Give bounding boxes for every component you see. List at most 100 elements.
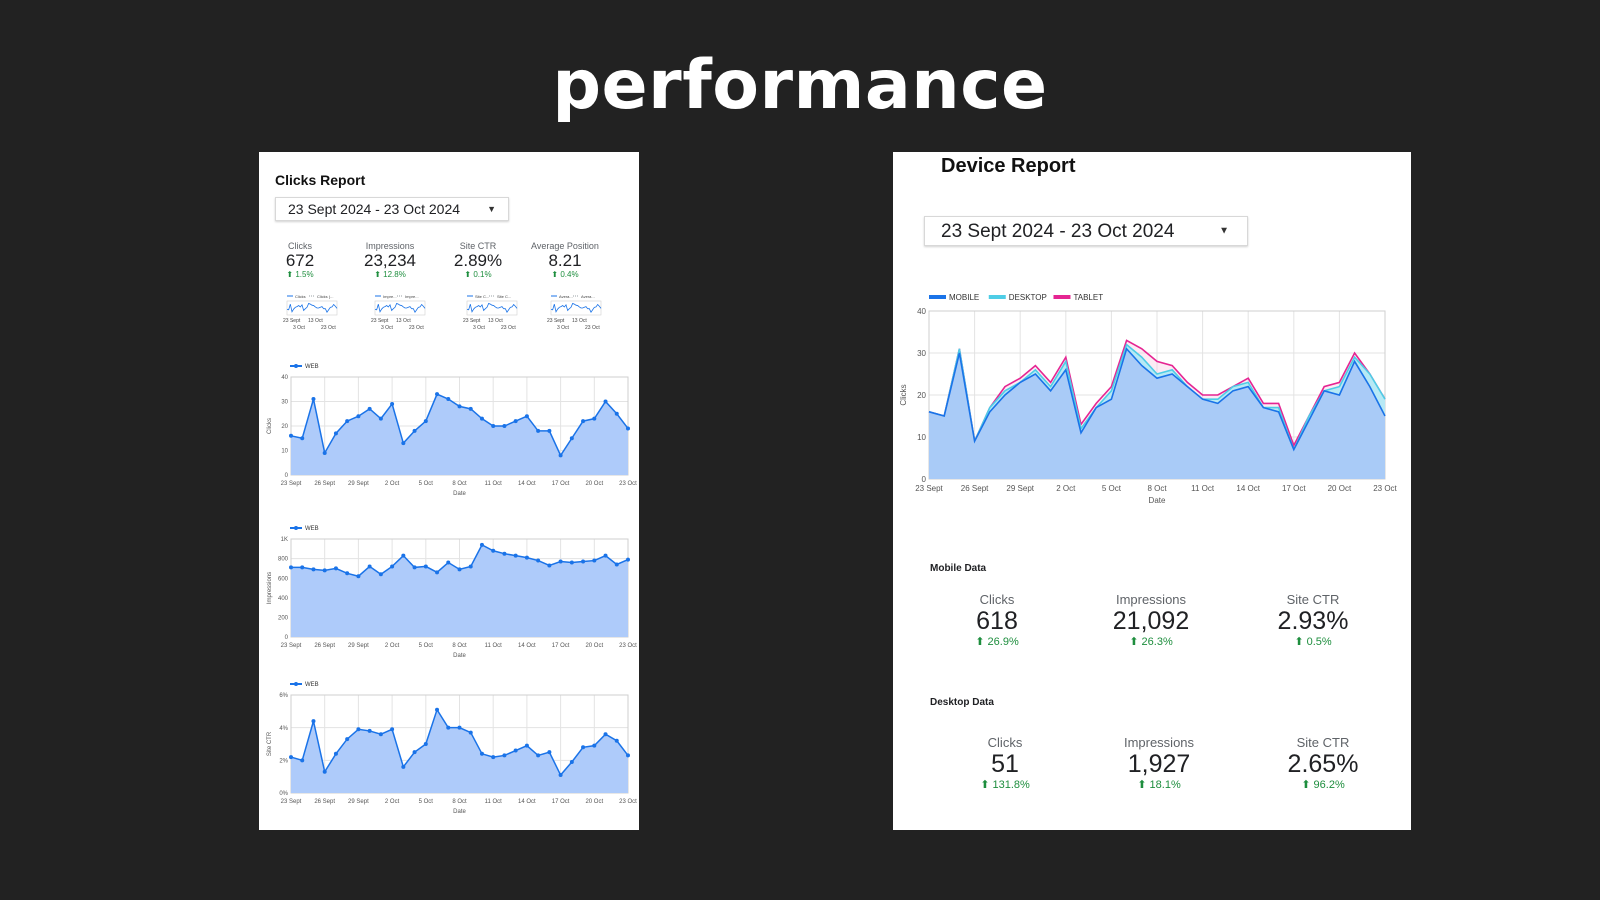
x-tick-label: 20 Oct (585, 481, 603, 487)
data-point (569, 759, 574, 764)
data-point (423, 564, 428, 569)
data-point (345, 419, 350, 424)
series-area-mobile (929, 348, 1385, 479)
scorecard-value: 2.89% (453, 251, 503, 270)
data-point (457, 404, 462, 409)
metric-value: 2.65% (1287, 750, 1359, 778)
device-date-range-select[interactable]: 23 Sept 2024 - 23 Oct 2024 ▼ (924, 216, 1248, 246)
data-point (491, 548, 496, 553)
data-point (457, 567, 462, 572)
date-range-select[interactable]: 23 Sept 2024 - 23 Oct 2024 ▼ (275, 197, 509, 221)
data-point (289, 755, 293, 760)
metric-value: 1,927 (1127, 750, 1191, 778)
x-tick-label: 5 Oct (419, 799, 434, 805)
y-tick-label: 400 (278, 596, 289, 602)
y-tick-label: 10 (281, 449, 288, 455)
data-point (435, 392, 440, 397)
x-tick-label: 29 Sept (348, 799, 369, 805)
x-tick-label: 5 Oct (419, 481, 434, 487)
data-point (390, 727, 395, 732)
x-tick-label: 20 Oct (1328, 484, 1352, 493)
data-point (479, 416, 484, 421)
mobile-site-ctr-card: Site CTR 2.93% ⬆ 0.5% (1253, 592, 1373, 648)
sparkline-tick: 3 Oct (381, 325, 394, 331)
data-point (356, 574, 361, 579)
dropdown-caret-icon: ▼ (1219, 225, 1229, 237)
sparkline-tick: 23 Sept (463, 318, 481, 324)
metric-delta: 131.8% (992, 779, 1030, 791)
x-tick-label: 8 Oct (452, 481, 467, 487)
y-tick-label: 40 (917, 307, 926, 316)
metric-delta: 26.3% (1141, 636, 1173, 648)
data-point (367, 406, 372, 411)
scorecard-value: 23,234 (364, 251, 416, 270)
arrow-up-icon: ⬆ (1137, 779, 1147, 791)
y-tick-label: 2% (279, 758, 288, 764)
desktop-clicks-card: Clicks 51 ⬆ 131.8% (945, 735, 1065, 791)
scorecard-average-position: Average Position 8.21 ⬆ 0.4% (523, 241, 607, 279)
data-point (378, 732, 383, 737)
y-tick-label: 30 (281, 400, 288, 406)
data-point (626, 753, 630, 758)
sparkline-legend-label: Avera... (581, 294, 595, 299)
legend-label: MOBILE (949, 293, 979, 302)
x-tick-label: 17 Oct (552, 799, 570, 805)
y-tick-label: 4% (279, 726, 288, 732)
sparkline-tick: 13 Oct (572, 318, 587, 324)
x-tick-label: 14 Oct (518, 643, 536, 649)
sparkline-tick: 3 Oct (557, 325, 570, 331)
data-point (468, 564, 473, 569)
y-tick-label: 600 (278, 576, 289, 582)
data-point (412, 428, 417, 433)
data-point (502, 424, 507, 428)
data-point (502, 551, 507, 556)
scorecard-value: 672 (285, 251, 315, 270)
sparkline-legend-label: Clicks (295, 294, 306, 299)
x-tick-label: 11 Oct (1191, 484, 1215, 493)
data-point (401, 764, 406, 769)
data-point (311, 397, 316, 402)
metric-delta: 96.2% (1313, 779, 1345, 791)
x-tick-label: 14 Oct (518, 799, 536, 805)
data-point (536, 558, 541, 563)
x-tick-label: 17 Oct (552, 481, 570, 487)
metric-label: Clicks (979, 592, 1015, 607)
x-tick-label: 11 Oct (485, 481, 503, 487)
x-tick-label: 26 Sept (314, 799, 335, 805)
date-range-value: 23 Sept 2024 - 23 Oct 2024 (941, 221, 1175, 242)
data-point (603, 732, 608, 737)
x-tick-label: 2 Oct (385, 481, 400, 487)
data-point (435, 707, 440, 712)
scorecard-label: Impressions (365, 241, 415, 251)
device-clicks-chart: 0 10 20 30 40 23 Sept 26 Sept 29 Sept 2 Oct 5 Oct… (899, 293, 1398, 505)
dropdown-caret-icon: ▼ (487, 204, 496, 214)
metric-delta: 26.9% (987, 636, 1019, 648)
x-tick-label: 26 Sept (961, 484, 989, 493)
x-axis-label: Date (453, 491, 466, 497)
metric-value: 618 (976, 607, 1018, 635)
x-tick-label: 29 Sept (348, 643, 369, 649)
data-point (390, 401, 395, 406)
scorecard-delta: 0.1% (473, 270, 492, 279)
sparkline-tick: 23 Sept (547, 318, 565, 324)
sparkline-legend-label: Site C... (475, 294, 489, 299)
x-tick-label: 2 Oct (385, 799, 400, 805)
data-point (569, 436, 574, 441)
legend-label: WEB (305, 526, 319, 532)
data-point (569, 560, 574, 565)
data-point (446, 725, 451, 730)
device-report-title: Device Report (941, 155, 1076, 177)
x-tick-label: 23 Sept (281, 481, 302, 487)
data-point (614, 411, 619, 416)
mobile-data-title: Mobile Data (930, 563, 987, 574)
data-point (479, 751, 484, 756)
data-point (345, 737, 350, 742)
sparkline-tick: 13 Oct (396, 318, 411, 324)
sparkline-legend-label: Clicks (... (317, 294, 333, 299)
date-range-value: 23 Sept 2024 - 23 Oct 2024 (288, 201, 461, 217)
y-axis-label: Clicks (267, 418, 273, 434)
data-point (311, 719, 316, 724)
data-point (322, 769, 327, 774)
x-tick-label: 20 Oct (585, 643, 603, 649)
x-tick-label: 11 Oct (485, 643, 503, 649)
